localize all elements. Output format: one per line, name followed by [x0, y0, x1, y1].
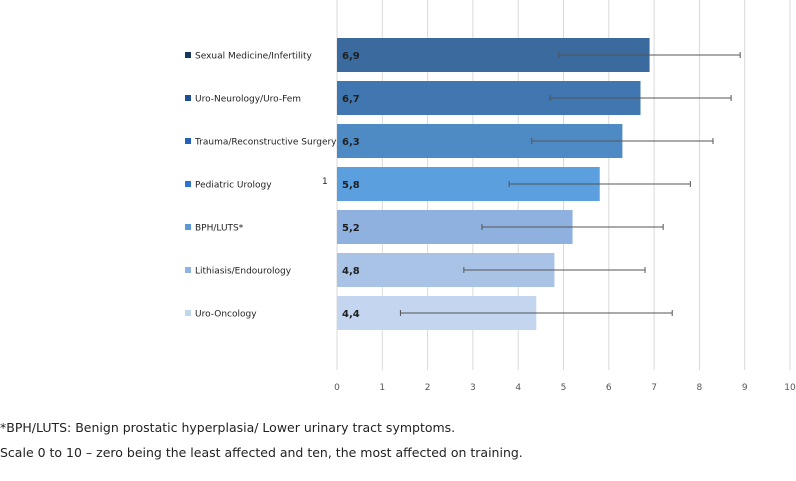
labels: 6,9 Sexual Medicine/Infertility 6,7 Uro-Neu… [185, 51, 360, 320]
category-label: Trauma/Reconstructive Surgery [194, 138, 337, 148]
x-tick-label: 9 [742, 383, 748, 393]
bar-value-label: 5,2 [342, 223, 360, 234]
x-tick-label: 1 [379, 383, 385, 393]
x-tick-label: 3 [470, 383, 476, 393]
bar-value-label: 5,8 [342, 180, 360, 191]
bar-value-label: 6,9 [342, 51, 360, 62]
category-label: Sexual Medicine/Infertility [195, 52, 313, 62]
x-tick-label: 10 [784, 383, 796, 393]
x-tick-label: 2 [425, 383, 431, 393]
bar-chart: 6,9 Sexual Medicine/Infertility 6,7 Uro-Neu… [185, 0, 796, 393]
category-label: Uro-Oncology [195, 310, 257, 320]
footnote-abbreviation: *BPH/LUTS: Benign prostatic hyperplasia/… [0, 420, 456, 435]
error-bars [399, 52, 741, 316]
bar-value-label: 4,4 [342, 309, 360, 320]
category-label: Uro-Neurology/Uro-Fem [195, 95, 301, 105]
legend-marker [185, 181, 191, 187]
x-tick-label: 8 [697, 383, 703, 393]
x-tick-label: 7 [651, 383, 657, 393]
category-label: Pediatric Urology [195, 181, 272, 191]
footnote-scale: Scale 0 to 10 – zero being the least aff… [0, 445, 523, 460]
legend-marker [185, 224, 191, 230]
x-tick-label: 5 [561, 383, 567, 393]
bar-value-label: 6,7 [342, 94, 360, 105]
category-label: Lithiasis/Endourology [195, 267, 292, 277]
x-tick-label: 6 [606, 383, 612, 393]
x-axis: 0 1 2 3 4 5 6 7 8 9 10 [334, 383, 796, 393]
legend-marker [185, 267, 191, 273]
legend-marker [185, 310, 191, 316]
bar-value-label: 4,8 [342, 266, 360, 277]
annotation-marker: 1 [322, 177, 328, 187]
legend-marker [185, 138, 191, 144]
x-tick-label: 0 [334, 383, 340, 393]
bar-value-label: 6,3 [342, 137, 360, 148]
x-tick-label: 4 [515, 383, 521, 393]
category-label: BPH/LUTS* [195, 224, 244, 234]
legend-marker [185, 52, 191, 58]
legend-marker [185, 95, 191, 101]
